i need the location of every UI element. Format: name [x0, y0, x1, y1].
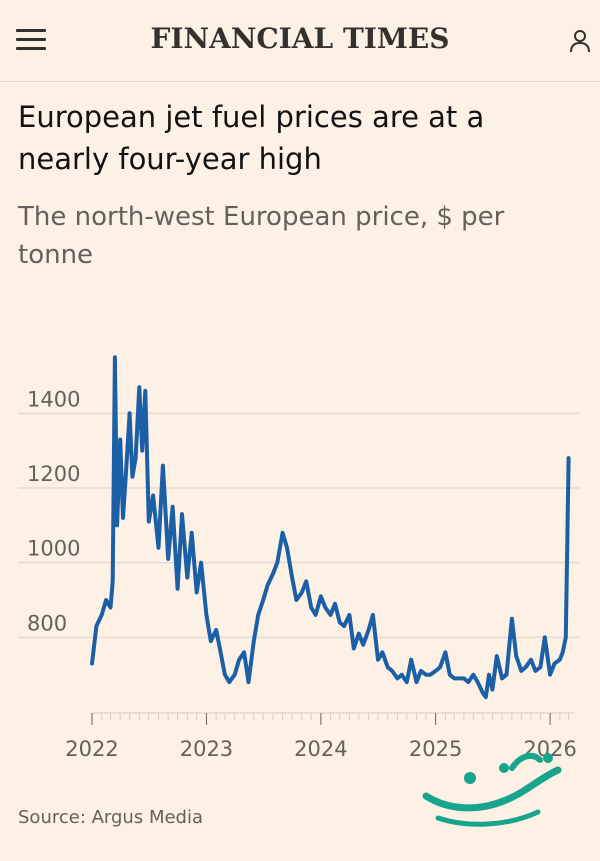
x-tick-label: 2023: [180, 737, 233, 761]
y-tick-label: 1200: [27, 462, 80, 486]
user-account-icon[interactable]: [569, 28, 591, 54]
y-tick-label: 1400: [27, 387, 80, 411]
y-tick-label: 800: [27, 611, 67, 635]
x-tick-label: 2024: [294, 737, 347, 761]
chart-subtitle: The north-west European price, $ per ton…: [18, 202, 505, 270]
top-navigation-bar: FINANCIAL TIMES: [0, 0, 600, 82]
price-series-line: [90, 355, 571, 700]
watermark-logo: [422, 752, 562, 827]
y-tick-label: 1000: [27, 537, 80, 561]
chart-source: Source: Argus Media: [18, 807, 204, 828]
x-tick-label: 2022: [65, 737, 118, 761]
chart-title: European jet fuel prices are at a nearly…: [18, 100, 485, 176]
masthead-logo[interactable]: FINANCIAL TIMES: [150, 22, 450, 55]
hamburger-menu-icon[interactable]: [16, 27, 46, 53]
x-tick-label: 2025: [409, 737, 462, 761]
